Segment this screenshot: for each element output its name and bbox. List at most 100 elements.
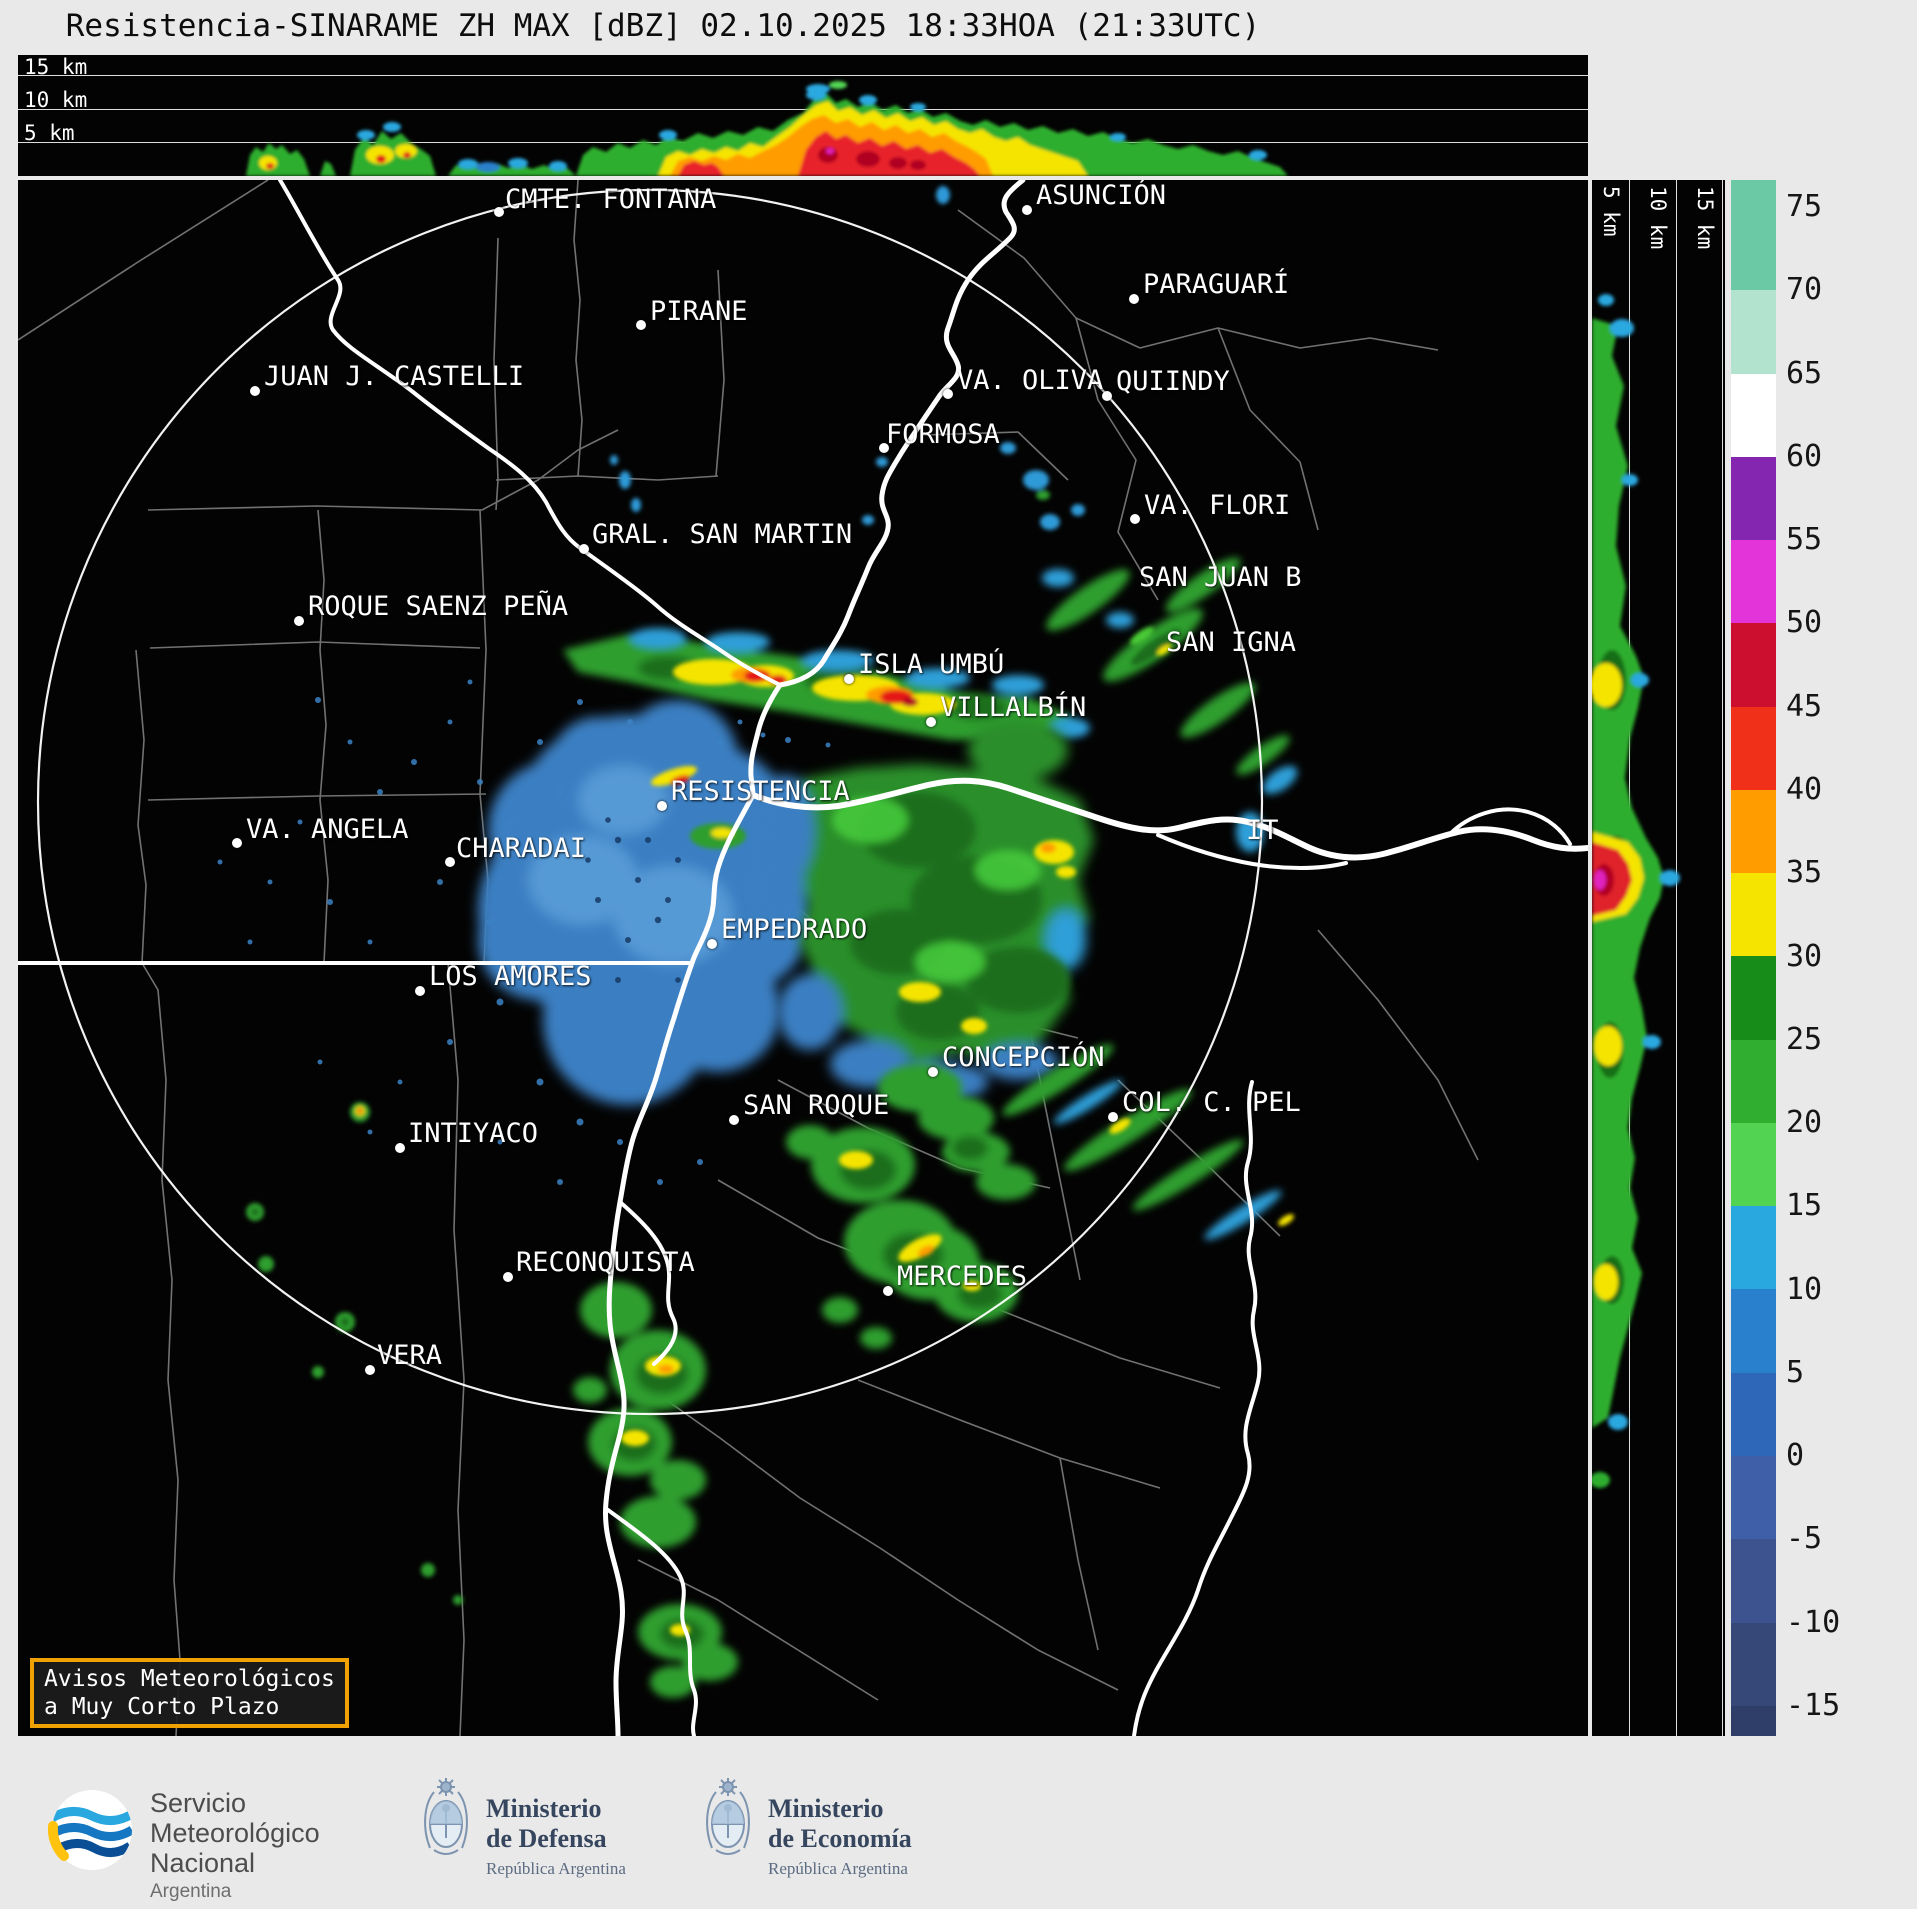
cross-section-top-echoes <box>246 81 1288 176</box>
colorbar-tick-label: 10 <box>1786 1271 1823 1307</box>
colorbar-segment <box>1731 1372 1776 1456</box>
city-label: MERCEDES <box>897 1261 1028 1292</box>
colorbar-ticks: 75 70 65 60 55 50 45 40 35 30 25 20 15 10 5 0 -5 -10 -15 <box>1786 180 1896 1736</box>
defensa-line1: Ministerio <box>486 1794 602 1823</box>
altitude-label-5km: 5 km <box>24 121 75 145</box>
echo-se-streaks <box>1002 1044 1282 1240</box>
cross-section-top-panel: 15 km 10 km 5 km <box>18 55 1588 176</box>
city-dot <box>415 986 425 996</box>
colorbar-tick-label: 20 <box>1786 1105 1823 1141</box>
city-dot <box>445 857 455 867</box>
colorbar-tick-label: 15 <box>1786 1188 1823 1224</box>
echo-green-shield-cores <box>899 840 1076 1034</box>
city-dot <box>926 717 936 727</box>
echo-ne-streaks <box>1042 557 1298 852</box>
altitude-line-15km <box>18 75 1588 77</box>
city-label: VA. FLORI <box>1144 490 1291 521</box>
defensa-emblem <box>420 1776 472 1864</box>
city-label: SAN JUAN B <box>1139 562 1302 593</box>
defensa-line3: República Argentina <box>486 1859 626 1878</box>
city-label: JUAN J. CASTELLI <box>264 361 525 392</box>
city-label: VA. ANGELA <box>246 814 409 845</box>
colorbar-tick-label: -15 <box>1786 1688 1841 1724</box>
rivers <box>278 180 1588 1736</box>
city-label: RESISTENCIA <box>671 776 850 807</box>
colorbar-segment <box>1731 1122 1776 1207</box>
altitude-line-10km-v <box>1676 180 1678 1736</box>
city-dot <box>579 544 589 554</box>
city-dot <box>1102 391 1112 401</box>
colorbar-segment <box>1731 1455 1776 1540</box>
echo-reconquista-cores <box>621 1356 690 1636</box>
smn-line3: Nacional <box>150 1848 256 1878</box>
city-layer: CMTE. FONTANA ASUNCIÓN PIRANE PARAGUARÍ JUAN… <box>18 180 1588 1736</box>
echo-south-cell-cores <box>839 1151 981 1291</box>
city-label: VILLALBÍN <box>940 692 1087 723</box>
city-dot <box>879 443 889 453</box>
city-label: ASUNCIÓN <box>1036 180 1167 211</box>
city-dot <box>250 386 260 396</box>
city-label: ISLA UMBÚ <box>858 649 1005 680</box>
colorbar-segment <box>1731 456 1776 541</box>
colorbar-tick-label: 30 <box>1786 938 1823 974</box>
city-label: CONCEPCIÓN <box>942 1042 1105 1073</box>
city-label: SAN ROQUE <box>743 1090 890 1121</box>
colorbar-segment <box>1731 706 1776 790</box>
colorbar-segment <box>1731 1622 1776 1706</box>
smn-line2: Meteorológico <box>150 1818 320 1848</box>
city-dot <box>657 801 667 811</box>
economia-emblem <box>702 1776 754 1864</box>
altitude-label-10km-v: 10 km <box>1646 186 1670 250</box>
colorbar-segment <box>1731 373 1776 457</box>
economia-line1: Ministerio <box>768 1794 884 1823</box>
altitude-label-15km: 15 km <box>24 55 88 79</box>
city-dot <box>503 1272 513 1282</box>
colorbar-segment <box>1731 540 1776 624</box>
city-label: CMTE. FONTANA <box>505 184 717 215</box>
smn-line4: Argentina <box>150 1881 232 1902</box>
echo-ne-streak-cores <box>1130 626 1181 666</box>
city-dot <box>883 1286 893 1296</box>
city-dot <box>1022 205 1032 215</box>
colorbar-tick-label: 25 <box>1786 1021 1823 1057</box>
colorbar-segment <box>1731 623 1776 707</box>
colorbar-tick-label: 5 <box>1786 1354 1805 1390</box>
colorbar-segment <box>1731 956 1776 1040</box>
city-dot <box>707 939 717 949</box>
city-dot <box>729 1115 739 1125</box>
colorbar-segment <box>1731 290 1776 374</box>
city-label: EMPEDRADO <box>721 914 868 945</box>
echo-dark-speckle <box>585 817 681 983</box>
city-label: QUIINDY <box>1116 366 1230 397</box>
city-label: GRAL. SAN MARTIN <box>592 519 853 550</box>
alert-box-line1: Avisos Meteorológicos <box>44 1666 335 1692</box>
city-dot <box>1108 1112 1118 1122</box>
colorbar-segment <box>1731 1039 1776 1123</box>
city-dot <box>928 1067 938 1077</box>
colorbar-tick-label: 50 <box>1786 605 1823 641</box>
colorbar-tick-label: 65 <box>1786 355 1823 391</box>
city-dot <box>636 320 646 330</box>
city-label: PARAGUARÍ <box>1143 269 1290 300</box>
city-label: VERA <box>377 1340 443 1371</box>
economia-wordmark: Ministerio de Economía República Argenti… <box>768 1794 912 1879</box>
city-label: VA. OLIVA <box>957 365 1104 396</box>
colorbar-tick-label: -10 <box>1786 1604 1841 1640</box>
colorbar-tick-label: 45 <box>1786 688 1823 724</box>
colorbar-tick-label: 40 <box>1786 771 1823 807</box>
echo-specks <box>217 679 831 1185</box>
economia-line3: República Argentina <box>768 1859 908 1878</box>
city-dot <box>1130 514 1140 524</box>
radar-range-ring <box>36 188 1264 1416</box>
echo-sw-cells <box>246 1102 463 1605</box>
city-dot <box>365 1365 375 1375</box>
colorbar-tick-label: 75 <box>1786 189 1823 224</box>
altitude-label-5km-v: 5 km <box>1599 186 1623 237</box>
smn-wordmark: Servicio Meteorológico Nacional Argentin… <box>150 1788 320 1904</box>
defensa-line2: de Defensa <box>486 1824 607 1853</box>
colorbar-segment <box>1731 207 1776 291</box>
alert-box: Avisos Meteorológicos a Muy Corto Plazo <box>30 1658 349 1728</box>
colorbar-tick-label: 70 <box>1786 272 1823 308</box>
province-boundaries <box>18 180 1479 1736</box>
